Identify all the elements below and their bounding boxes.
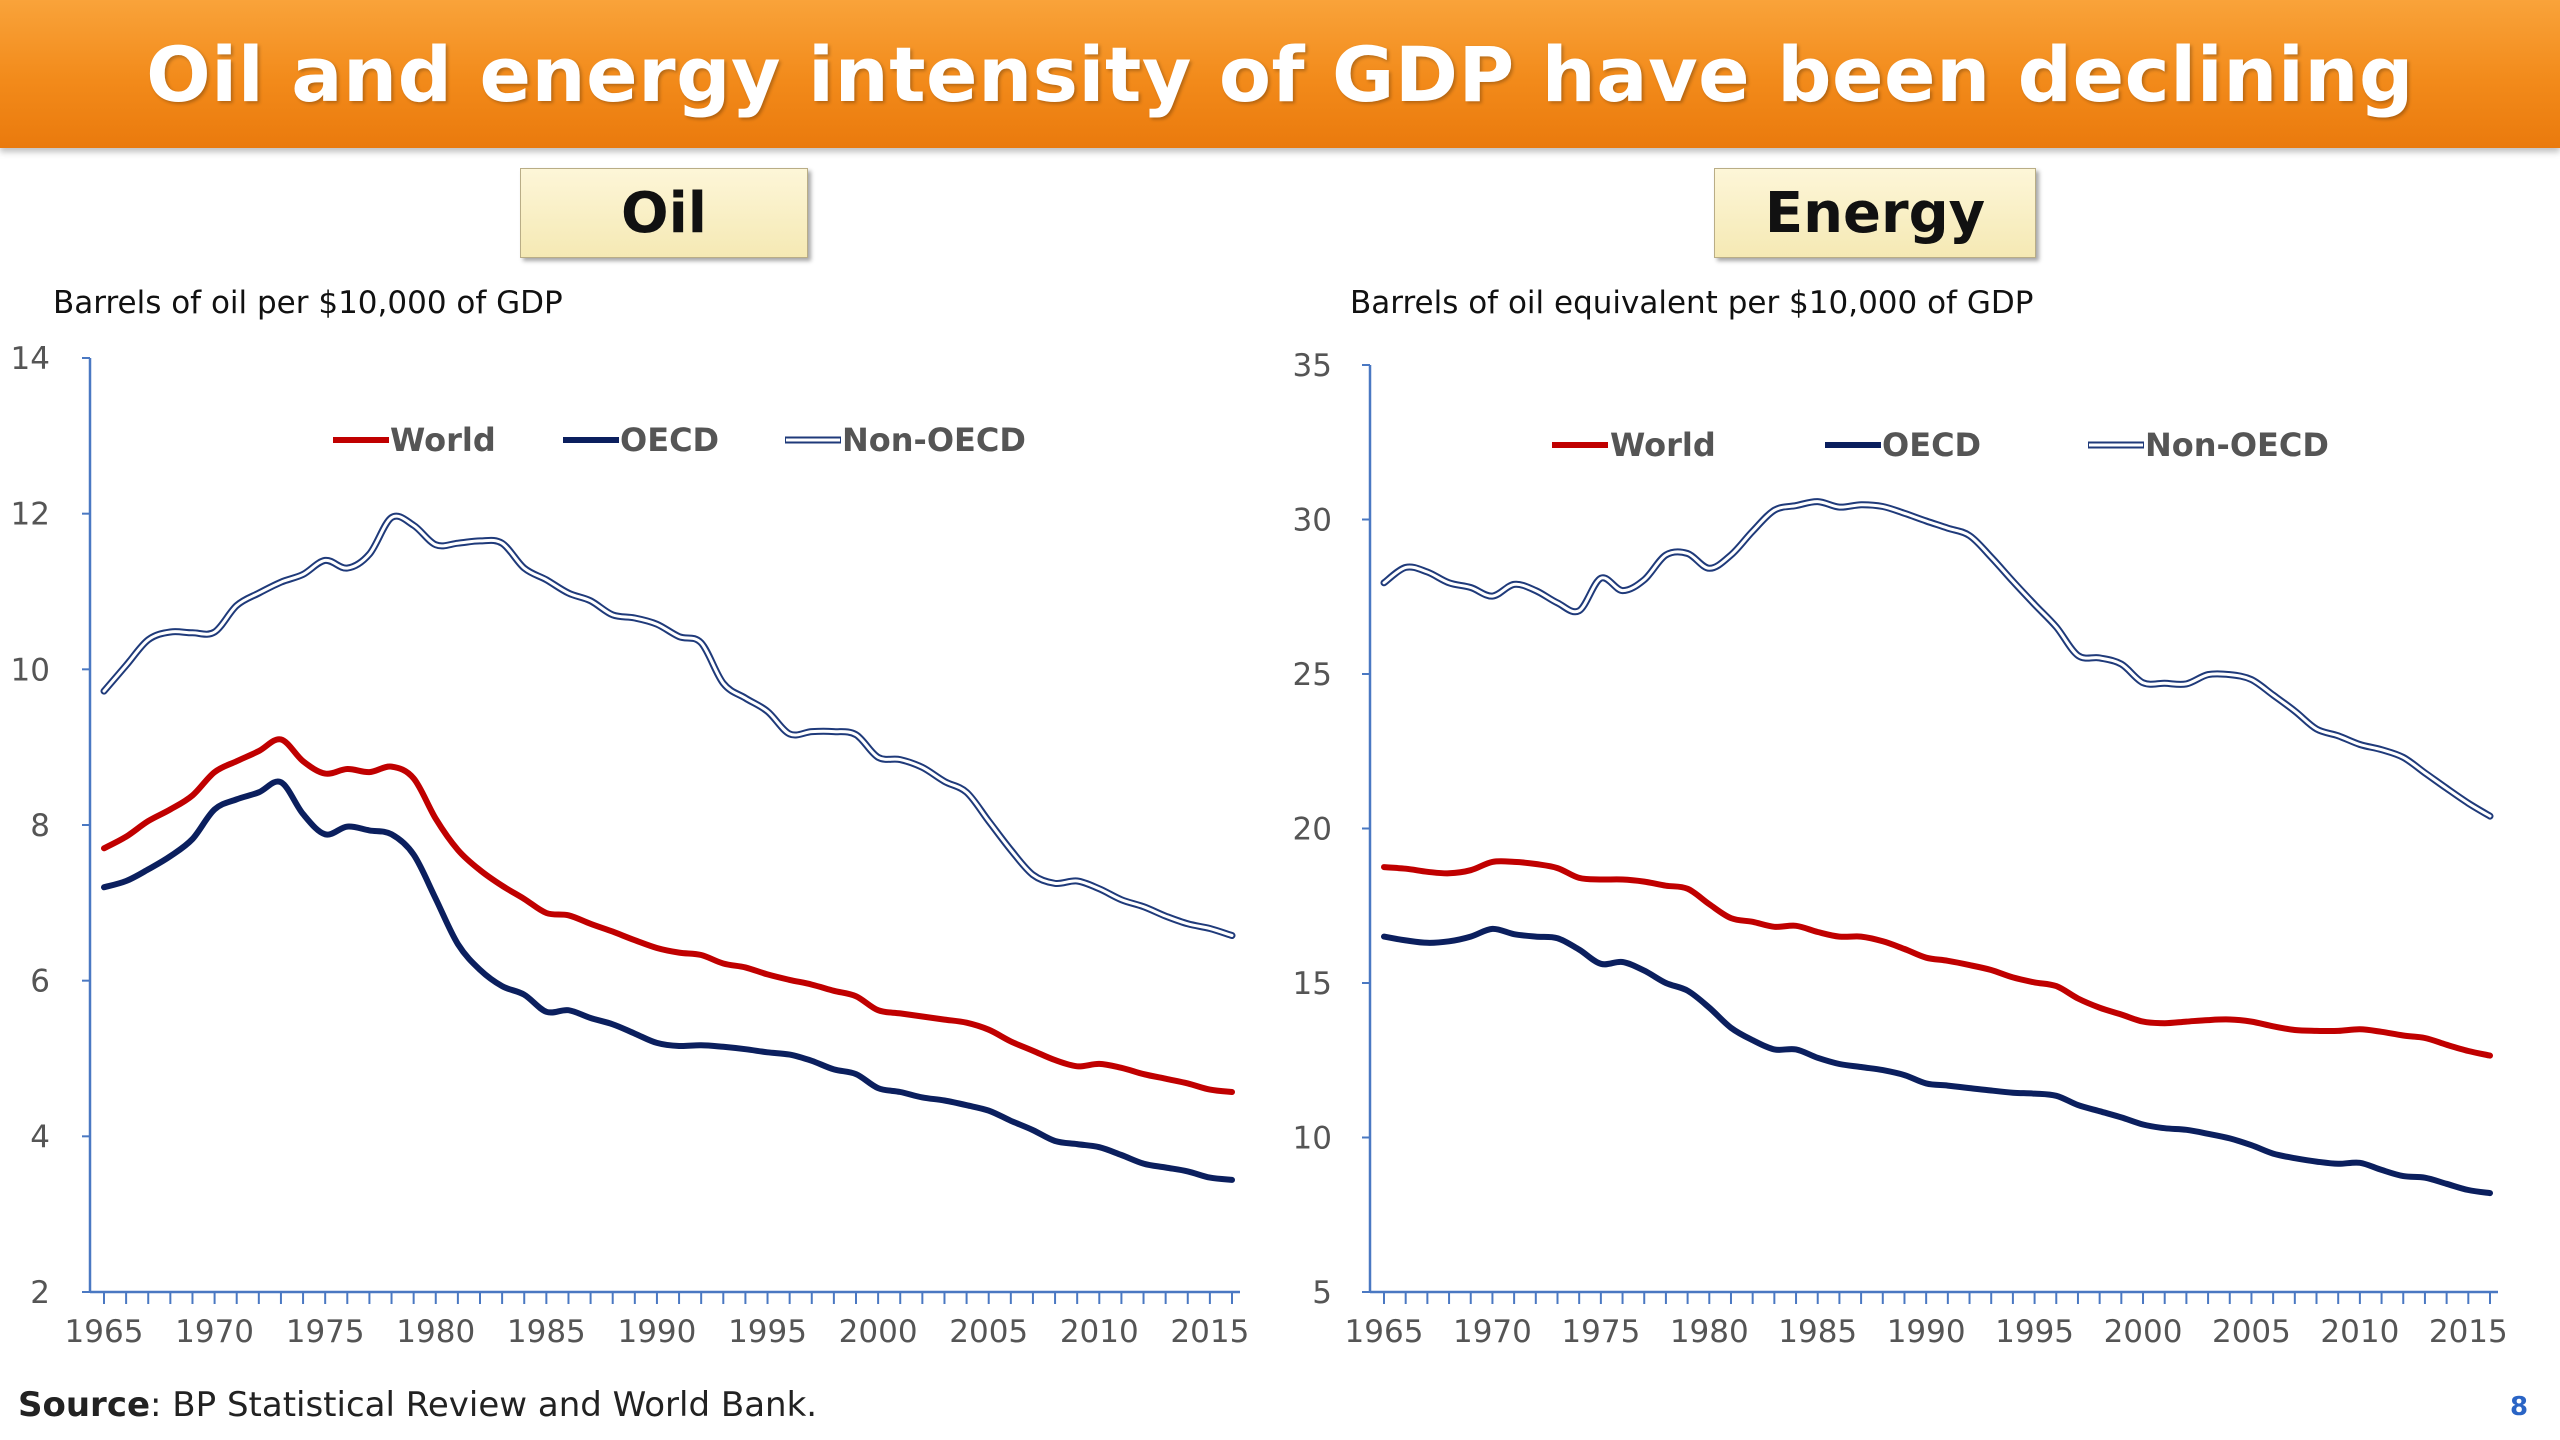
plot-area: 2 4 6 8 10 12 14 1965 1970 1975 1980 1985 1990 1995 20…	[11, 341, 1250, 1350]
series-line-world	[1381, 858, 2493, 1059]
y-tick-label: 10	[1293, 1121, 1332, 1157]
y-tick-label: 5	[1312, 1275, 1332, 1311]
series-oecd	[1381, 925, 2493, 1197]
series-line-nonoecd-outline	[1380, 498, 2494, 820]
x-tick-label: 2015	[1170, 1314, 1249, 1350]
y-tick-label: 6	[30, 964, 50, 1000]
x-tick-label: 1980	[1670, 1314, 1749, 1350]
legend-label-nonoecd: Non-OECD	[842, 421, 1026, 459]
x-tick-label: 1985	[1778, 1314, 1857, 1350]
series-world	[101, 736, 1235, 1095]
x-tick-label: 1970	[175, 1314, 254, 1350]
x-tick-label: 2015	[2429, 1314, 2508, 1350]
series-line-oecd	[1381, 925, 2493, 1197]
x-tick-label: 2005	[2212, 1314, 2291, 1350]
x-tick-label: 1985	[507, 1314, 586, 1350]
energy-panel-label: Energy	[1714, 168, 2036, 258]
oil-panel-label: Oil	[520, 168, 808, 258]
source-label: Source	[18, 1385, 151, 1425]
legend: World OECD Non-OECD	[333, 421, 1026, 459]
x-tick-label: 1995	[728, 1314, 807, 1350]
series-line-nonoecd-inner	[102, 514, 1234, 937]
y-tick-label: 30	[1293, 503, 1332, 539]
title-banner: Oil and energy intensity of GDP have bee…	[0, 0, 2560, 148]
y-tick-label: 2	[30, 1275, 50, 1311]
legend: World OECD Non-OECD	[1552, 426, 2329, 464]
x-tick-label: 1995	[1995, 1314, 2074, 1350]
series-nonoecd	[100, 512, 1236, 939]
y-tick-label: 35	[1293, 348, 1332, 384]
y-tick-label: 12	[11, 497, 50, 533]
series-nonoecd	[1380, 498, 2494, 820]
y-tick-label: 25	[1293, 657, 1332, 693]
energy-unit-label: Barrels of oil equivalent per $10,000 of…	[1350, 285, 2034, 321]
series-line-nonoecd-inner	[1382, 500, 2492, 818]
source-note: Source: BP Statistical Review and World …	[18, 1385, 817, 1425]
x-tick-label: 1965	[1345, 1314, 1424, 1350]
legend-label-nonoecd: Non-OECD	[2145, 426, 2329, 464]
legend-label-oecd: OECD	[1882, 426, 1981, 464]
page-number: 8	[2510, 1392, 2529, 1422]
legend-label-world: World	[390, 421, 496, 459]
x-tick-label: 2000	[2104, 1314, 2183, 1350]
x-tick-label: 1990	[617, 1314, 696, 1350]
y-tick-label: 4	[30, 1119, 50, 1155]
x-tick-label: 1980	[396, 1314, 475, 1350]
x-tick-label: 1975	[286, 1314, 365, 1350]
slide-title: Oil and energy intensity of GDP have bee…	[146, 29, 2414, 119]
y-tick-label: 15	[1293, 966, 1332, 1002]
y-tick-label: 14	[11, 341, 50, 377]
series-line-oecd	[101, 778, 1235, 1183]
legend-label-world: World	[1610, 426, 1716, 464]
series-line-world	[101, 736, 1235, 1095]
x-tick-label: 2010	[2320, 1314, 2399, 1350]
y-tick-label: 10	[11, 652, 50, 688]
x-tick-label: 2000	[839, 1314, 918, 1350]
series-world	[1381, 858, 2493, 1059]
series-oecd	[101, 778, 1235, 1183]
x-tick-label: 1975	[1561, 1314, 1640, 1350]
x-tick-label: 1970	[1453, 1314, 1532, 1350]
y-tick-label: 20	[1293, 812, 1332, 848]
legend-label-oecd: OECD	[620, 421, 719, 459]
x-tick-label: 2005	[949, 1314, 1028, 1350]
plot-area: 5 10 15 20 25 30 35 1965 1970 1975 1980 1985 1990 199…	[1293, 348, 2508, 1350]
x-tick-label: 1990	[1887, 1314, 1966, 1350]
x-tick-label: 1965	[65, 1314, 144, 1350]
oil-unit-label: Barrels of oil per $10,000 of GDP	[53, 285, 563, 321]
x-tick-label: 2010	[1060, 1314, 1139, 1350]
source-text: : BP Statistical Review and World Bank.	[150, 1385, 818, 1425]
y-tick-label: 8	[30, 808, 50, 844]
